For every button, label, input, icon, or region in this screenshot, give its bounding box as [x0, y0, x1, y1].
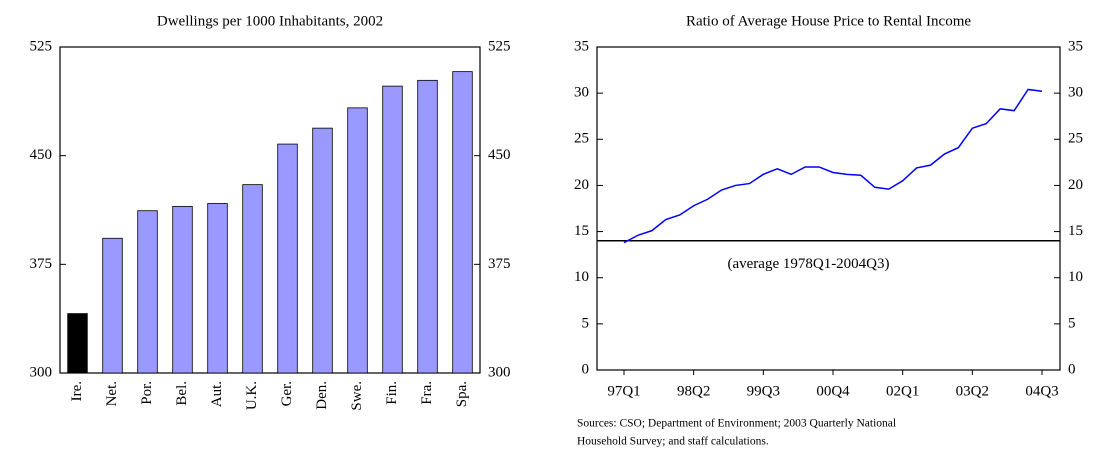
y-tick-label: 450 — [30, 147, 53, 163]
y2-tick-label: 35 — [1068, 38, 1083, 54]
bar — [172, 205, 193, 374]
x-tick-label: U.K. — [244, 381, 260, 410]
chart-title: Dwellings per 1000 Inhabitants, 2002 — [157, 13, 383, 29]
y-tick-label: 25 — [574, 131, 589, 147]
bar — [67, 313, 88, 374]
x-tick-label: Net. — [104, 381, 120, 406]
x-tick-label: 04Q3 — [1025, 383, 1058, 399]
x-tick-label: 99Q3 — [747, 383, 780, 399]
x-tick-label: 97Q1 — [607, 383, 640, 399]
bar — [102, 237, 123, 374]
x-tick-label: 02Q1 — [886, 383, 919, 399]
data-line — [623, 88, 1043, 244]
x-tick-label: Fin. — [384, 381, 400, 405]
bar — [207, 203, 228, 374]
x-tick-label: 00Q4 — [816, 383, 850, 399]
x-tick-label: Den. — [314, 381, 330, 410]
y2-tick-label: 5 — [1068, 315, 1076, 331]
bar — [417, 79, 438, 374]
y-tick-label: 35 — [574, 38, 589, 54]
bar — [137, 210, 158, 374]
x-tick-label: 98Q2 — [677, 383, 710, 399]
y-tick-label: 525 — [30, 38, 53, 54]
y-tick-label: 20 — [574, 177, 589, 193]
x-tick-label: Ire. — [69, 381, 85, 401]
y-tick-label: 30 — [574, 85, 589, 101]
bar — [277, 143, 298, 374]
y2-tick-label: 525 — [488, 38, 511, 54]
chart-title: Ratio of Average House Price to Rental I… — [686, 13, 971, 29]
y-tick-label: 375 — [30, 256, 53, 272]
x-tick-label: Aut. — [209, 381, 225, 407]
bar — [242, 184, 263, 374]
x-tick-label: Spa. — [454, 381, 470, 407]
bar — [382, 85, 403, 374]
y-tick-label: 5 — [582, 315, 590, 331]
y2-tick-label: 25 — [1068, 131, 1083, 147]
plot-frame — [59, 46, 481, 374]
y2-tick-label: 30 — [1068, 85, 1083, 101]
y2-tick-label: 15 — [1068, 223, 1083, 239]
y2-tick-label: 300 — [488, 364, 511, 380]
y-tick-label: 0 — [582, 361, 590, 377]
source-note: Sources: CSO; Department of Environment;… — [577, 418, 896, 430]
y-tick-label: 15 — [574, 223, 589, 239]
source-note: Household Survey; and staff calculations… — [577, 436, 769, 448]
bar — [452, 71, 473, 374]
x-tick-label: Swe. — [349, 381, 365, 411]
y-tick-label: 10 — [574, 269, 589, 285]
y-tick-label: 300 — [30, 364, 53, 380]
x-tick-label: 03Q2 — [956, 383, 989, 399]
y2-tick-label: 10 — [1068, 269, 1083, 285]
y2-tick-label: 20 — [1068, 177, 1083, 193]
y2-tick-label: 450 — [488, 147, 511, 163]
x-tick-label: Bel. — [174, 381, 190, 406]
x-tick-label: Ger. — [279, 381, 295, 406]
bar — [312, 127, 333, 374]
x-tick-label: Por. — [139, 381, 155, 405]
y2-tick-label: 0 — [1068, 361, 1076, 377]
bar — [347, 107, 368, 374]
average-label: (average 1978Q1-2004Q3) — [727, 256, 889, 272]
x-tick-label: Fra. — [419, 381, 435, 405]
plot-frame — [596, 46, 1061, 371]
y2-tick-label: 375 — [488, 256, 511, 272]
